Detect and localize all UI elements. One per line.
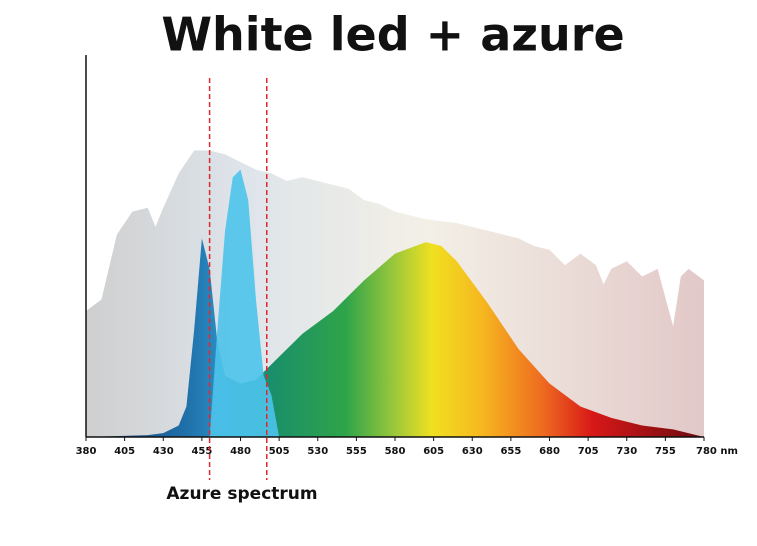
x-tick-label: 755 [655, 446, 676, 457]
x-tick-label: 655 [500, 446, 521, 457]
x-tick-label: 730 [616, 446, 637, 457]
plot-area [86, 150, 704, 437]
chart-title: White led + azure [161, 8, 624, 62]
x-tick-label: 555 [346, 446, 367, 457]
x-tick-label: 705 [578, 446, 599, 457]
highlight-label: Azure spectrum [166, 484, 317, 504]
x-tick-label: 580 [385, 446, 406, 457]
x-tick-label: 605 [423, 446, 444, 457]
x-tick-label: 480 [230, 446, 251, 457]
x-tick-label: 405 [114, 446, 135, 457]
x-tick-label: 780 nm [696, 446, 738, 457]
x-tick-label: 630 [462, 446, 483, 457]
x-tick-label: 455 [191, 446, 212, 457]
x-tick-label: 505 [269, 446, 290, 457]
x-tick-label: 530 [307, 446, 328, 457]
spectrum-area [209, 169, 280, 437]
x-tick-label: 430 [153, 446, 174, 457]
x-tick-label: 680 [539, 446, 560, 457]
x-tick-label: 380 [76, 446, 97, 457]
